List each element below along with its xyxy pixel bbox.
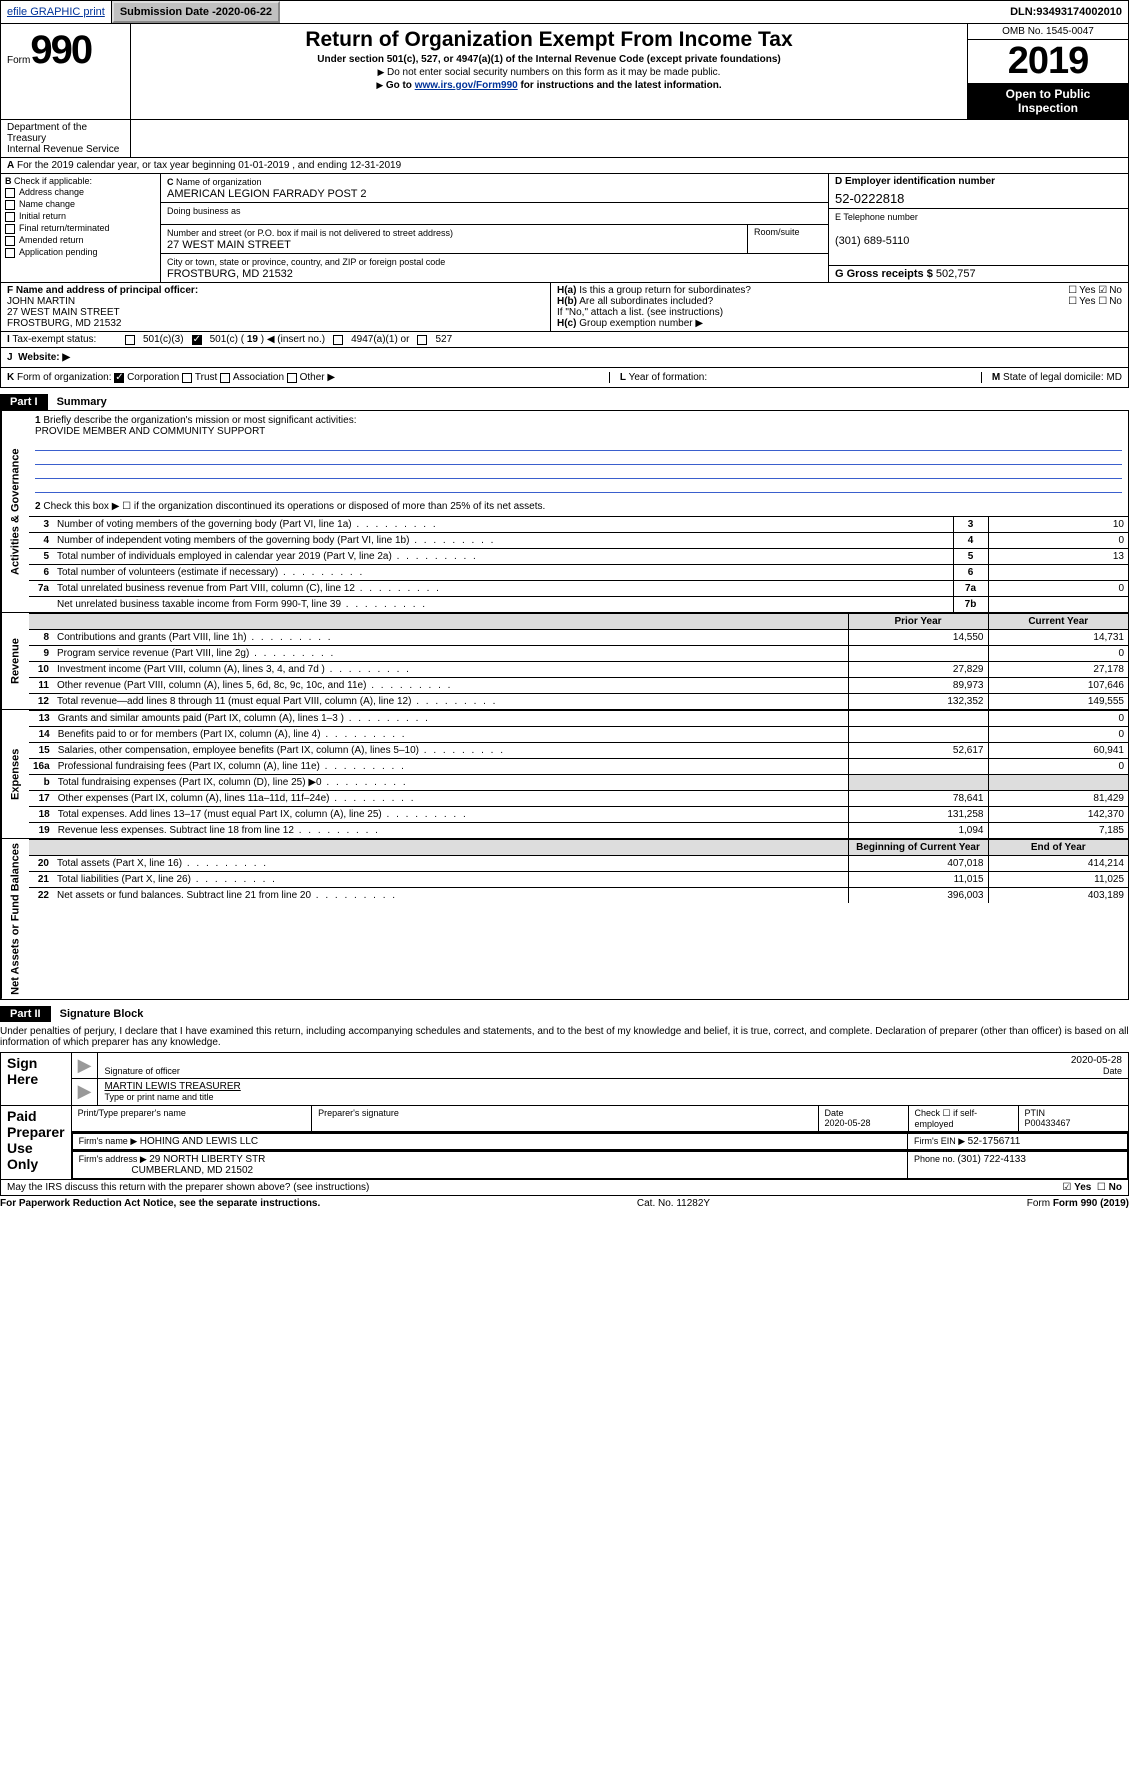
arrow-icon bbox=[71, 1052, 98, 1078]
form-number-box: Form990 bbox=[1, 24, 131, 119]
arrow-icon bbox=[71, 1078, 98, 1105]
chk-address-change[interactable] bbox=[5, 188, 15, 198]
check-if-applicable: B Check if applicable: Address change Na… bbox=[1, 174, 161, 282]
officer-printed: MARTIN LEWIS TREASURER bbox=[104, 1081, 240, 1092]
omb-number: OMB No. 1545-0047 bbox=[968, 24, 1128, 40]
chk-501c[interactable]: ✓ bbox=[192, 335, 202, 345]
chk-other[interactable] bbox=[287, 373, 297, 383]
form-of-org-row: K Form of organization: ✓ Corporation Tr… bbox=[0, 368, 1129, 388]
subtitle-3: Go to www.irs.gov/Form990 for instructio… bbox=[137, 80, 961, 91]
chk-501c3[interactable] bbox=[125, 335, 135, 345]
expenses-table: 13Grants and similar amounts paid (Part … bbox=[29, 710, 1128, 838]
part1-tab: Part I bbox=[0, 394, 48, 410]
name-address-block: C Name of organization AMERICAN LEGION F… bbox=[161, 174, 828, 282]
netassets-table: Beginning of Current YearEnd of Year20To… bbox=[29, 839, 1128, 903]
chk-association[interactable] bbox=[220, 373, 230, 383]
mission-text: PROVIDE MEMBER AND COMMUNITY SUPPORT bbox=[35, 426, 265, 437]
chk-app-pending[interactable] bbox=[5, 248, 15, 258]
sign-here-label: Sign Here bbox=[1, 1052, 72, 1105]
firm-name: HOHING AND LEWIS LLC bbox=[140, 1136, 258, 1147]
subtitle-2: Do not enter social security numbers on … bbox=[137, 67, 961, 78]
telephone: (301) 689-5110 bbox=[835, 235, 909, 247]
firm-ein: 52-1756711 bbox=[968, 1136, 1021, 1147]
side-netassets: Net Assets or Fund Balances bbox=[1, 839, 29, 999]
irs-link[interactable]: www.irs.gov/Form990 bbox=[415, 80, 518, 91]
gross-receipts: 502,757 bbox=[936, 268, 976, 280]
submission-date-button[interactable]: Submission Date - 2020-06-22 bbox=[112, 1, 280, 23]
chk-name-change[interactable] bbox=[5, 200, 15, 210]
topbar: efile GRAPHIC print Submission Date - 20… bbox=[0, 0, 1129, 24]
side-governance: Activities & Governance bbox=[1, 411, 29, 612]
year-box: OMB No. 1545-0047 2019 Open to PublicIns… bbox=[968, 24, 1128, 119]
signature-table: Sign Here 2020-05-28 Signature of office… bbox=[0, 1052, 1129, 1180]
paid-preparer-label: Paid Preparer Use Only bbox=[1, 1105, 72, 1179]
officer-name: JOHN MARTIN bbox=[7, 296, 75, 307]
chk-final-return[interactable] bbox=[5, 224, 15, 234]
part2-tab: Part II bbox=[0, 1006, 51, 1022]
part2-title: Signature Block bbox=[54, 1006, 150, 1022]
dept-treasury: Department of the TreasuryInternal Reven… bbox=[1, 120, 131, 157]
dln-label: DLN: 93493174002010 bbox=[1004, 1, 1128, 23]
governance-table: 3Number of voting members of the governi… bbox=[29, 516, 1128, 612]
footer: For Paperwork Reduction Act Notice, see … bbox=[0, 1196, 1129, 1211]
chk-corporation[interactable]: ✓ bbox=[114, 373, 124, 383]
tax-exempt-row: I Tax-exempt status: 501(c)(3) ✓ 501(c) … bbox=[0, 332, 1129, 348]
chk-trust[interactable] bbox=[182, 373, 192, 383]
website-row: J Website: ▶ bbox=[0, 348, 1129, 368]
penalty-text: Under penalties of perjury, I declare th… bbox=[0, 1022, 1129, 1052]
page-title: Return of Organization Exempt From Incom… bbox=[137, 28, 961, 52]
efile-link[interactable]: efile GRAPHIC print bbox=[1, 1, 112, 23]
irs-discuss-row: May the IRS discuss this return with the… bbox=[0, 1180, 1129, 1196]
ein-block: D Employer identification number 52-0222… bbox=[828, 174, 1128, 282]
chk-amended[interactable] bbox=[5, 236, 15, 246]
ein-value: 52-0222818 bbox=[829, 189, 1128, 208]
side-revenue: Revenue bbox=[1, 613, 29, 709]
title-box: Return of Organization Exempt From Incom… bbox=[131, 24, 968, 119]
line-a: A For the 2019 calendar year, or tax yea… bbox=[0, 158, 1129, 174]
part1-title: Summary bbox=[51, 394, 113, 410]
street-address: 27 WEST MAIN STREET bbox=[167, 239, 291, 251]
part1-body: Activities & Governance 1 Briefly descri… bbox=[0, 410, 1129, 613]
chk-initial-return[interactable] bbox=[5, 212, 15, 222]
org-name: AMERICAN LEGION FARRADY POST 2 bbox=[167, 188, 366, 200]
revenue-table: Prior YearCurrent Year8Contributions and… bbox=[29, 613, 1128, 709]
chk-527[interactable] bbox=[417, 335, 427, 345]
subtitle-1: Under section 501(c), 527, or 4947(a)(1)… bbox=[137, 54, 961, 65]
chk-4947[interactable] bbox=[333, 335, 343, 345]
dept-row: Department of the TreasuryInternal Reven… bbox=[0, 120, 1129, 158]
form-header: Form990 Return of Organization Exempt Fr… bbox=[0, 24, 1129, 120]
officer-group-row: F Name and address of principal officer:… bbox=[0, 283, 1129, 332]
open-badge: Open to PublicInspection bbox=[968, 83, 1128, 119]
ptin-value: P00433467 bbox=[1025, 1118, 1071, 1128]
city-state-zip: FROSTBURG, MD 21532 bbox=[167, 268, 293, 280]
entity-block: B Check if applicable: Address change Na… bbox=[0, 174, 1129, 283]
sig-date: 2020-05-28 bbox=[1071, 1055, 1122, 1066]
tax-year: 2019 bbox=[968, 40, 1128, 83]
side-expenses: Expenses bbox=[1, 710, 29, 838]
firm-phone: (301) 722-4133 bbox=[958, 1154, 1026, 1165]
